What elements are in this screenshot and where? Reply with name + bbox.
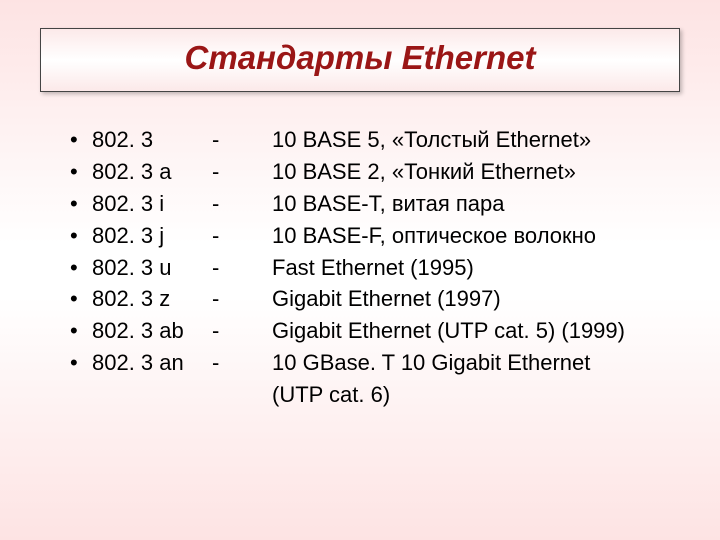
bullet-icon: • <box>70 220 92 252</box>
standard-desc: Fast Ethernet (1995) <box>272 252 670 284</box>
bullet-icon: • <box>70 188 92 220</box>
standard-desc: Gigabit Ethernet (UTP cat. 5) (1999) <box>272 315 670 347</box>
bullet-icon: • <box>70 347 92 379</box>
dash-icon: - <box>212 124 272 156</box>
dash-icon: - <box>212 156 272 188</box>
standard-desc: 10 BASE 5, «Толстый Ethernet» <box>272 124 670 156</box>
standard-code: 802. 3 <box>92 124 212 156</box>
standard-code: 802. 3 j <box>92 220 212 252</box>
standard-code: 802. 3 an <box>92 347 212 379</box>
list-item: • 802. 3 a - 10 BASE 2, «Тонкий Ethernet… <box>70 156 670 188</box>
dash-icon: - <box>212 252 272 284</box>
standard-code: 802. 3 z <box>92 283 212 315</box>
dash-icon: - <box>212 315 272 347</box>
list-item: • 802. 3 z - Gigabit Ethernet (1997) <box>70 283 670 315</box>
bullet-icon: • <box>70 156 92 188</box>
standard-code: 802. 3 u <box>92 252 212 284</box>
bullet-icon: • <box>70 315 92 347</box>
dash-icon: - <box>212 283 272 315</box>
standard-code: 802. 3 a <box>92 156 212 188</box>
bullet-icon: • <box>70 124 92 156</box>
standard-desc: 10 BASE-T, витая пара <box>272 188 670 220</box>
standard-desc: 10 GBase. T 10 Gigabit Ethernet <box>272 347 670 379</box>
list-item: • 802. 3 j - 10 BASE-F, оптическое волок… <box>70 220 670 252</box>
dash-icon: - <box>212 347 272 379</box>
dash-icon: - <box>212 220 272 252</box>
standard-desc: 10 BASE 2, «Тонкий Ethernet» <box>272 156 670 188</box>
list-item: • 802. 3 u - Fast Ethernet (1995) <box>70 252 670 284</box>
standard-desc-continuation: (UTP cat. 6) <box>272 379 670 411</box>
bullet-icon: • <box>70 283 92 315</box>
list-item: • 802. 3 - 10 BASE 5, «Толстый Ethernet» <box>70 124 670 156</box>
standard-desc: Gigabit Ethernet (1997) <box>272 283 670 315</box>
standard-code: 802. 3 i <box>92 188 212 220</box>
page-title: Стандарты Ethernet <box>185 39 536 76</box>
dash-icon: - <box>212 188 272 220</box>
list-item: • 802. 3 an - 10 GBase. T 10 Gigabit Eth… <box>70 347 670 379</box>
bullet-icon: • <box>70 252 92 284</box>
standard-code: 802. 3 ab <box>92 315 212 347</box>
list-item: • 802. 3 ab - Gigabit Ethernet (UTP cat.… <box>70 315 670 347</box>
title-box: Стандарты Ethernet <box>40 28 680 92</box>
standard-desc: 10 BASE-F, оптическое волокно <box>272 220 670 252</box>
list-item: • 802. 3 i - 10 BASE-T, витая пара <box>70 188 670 220</box>
standards-list: • 802. 3 - 10 BASE 5, «Толстый Ethernet»… <box>70 124 670 411</box>
